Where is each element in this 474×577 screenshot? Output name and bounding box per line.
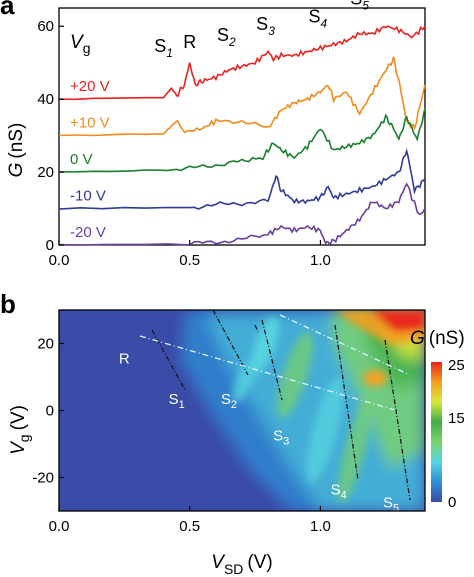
panel-b-label: b: [0, 289, 16, 319]
colorbar-bar: [431, 362, 442, 502]
region-label-1: S1: [169, 391, 185, 411]
a-xtick-label-2: 1.0: [310, 252, 331, 269]
legend-entry-0: +20 V: [70, 78, 110, 95]
legend-entry-4: -20 V: [70, 224, 106, 241]
b-ytick-label-0: 20: [37, 336, 54, 353]
heatmap-features: [232, 310, 425, 504]
peak-label-2: S2: [217, 25, 236, 49]
heatmap-guide-lines: [139, 310, 411, 501]
panel-b-xlabel-sub: SD: [224, 561, 243, 577]
a-ytick-label-1: 20: [37, 164, 54, 181]
region-label-0: R: [119, 351, 130, 368]
peak-label-0: S1: [154, 36, 173, 60]
panel-a-label: a: [0, 0, 15, 20]
a-ytick-label-0: 0: [46, 237, 54, 254]
b-ytick-label-2: -20: [32, 470, 54, 487]
series-line-0: [58, 25, 426, 101]
panel-b-ylabel-unit: (V): [8, 405, 29, 430]
panel-a-frame: [58, 7, 426, 246]
legend-title: Vg: [70, 32, 90, 56]
b-xtick-label-2: 1.0: [310, 518, 331, 535]
peak-label-4: S4: [308, 7, 327, 31]
panel-a-ticks: 0 20 40 60 0.0 0.5 1.0: [37, 18, 331, 269]
legend-entry-1: +10 V: [70, 115, 110, 132]
legend-entry-3: -10 V: [70, 188, 106, 205]
a-ytick-label-2: 40: [37, 91, 54, 108]
panel-a-ylabel-main: G: [6, 163, 27, 178]
colorbar-ticks: 25 15 0: [448, 357, 465, 511]
peak-label-3: S3: [256, 14, 275, 38]
panel-b-xlabel: VSD (V): [211, 552, 272, 577]
legend-title-main: V: [70, 32, 85, 53]
region-label-4: S4: [331, 481, 347, 501]
peak-label-5: S5: [350, 0, 369, 12]
colorbar-tick-label-2: 0: [448, 494, 456, 511]
region-label-5: S5: [383, 495, 399, 515]
series-line-2: [58, 107, 426, 173]
panel-a-ylabel: G (nS): [6, 123, 27, 178]
series-line-3: [58, 148, 426, 210]
colorbar-tick-label-1: 15: [448, 410, 465, 427]
panel-b-ylabel: Vg (V): [8, 405, 32, 455]
colorbar-title-unit: (nS): [429, 328, 465, 349]
panel-b-xlabel-unit: (V): [247, 552, 272, 573]
series-line-1: [58, 56, 426, 137]
a-xtick-label-0: 0.0: [49, 252, 70, 269]
panel-b-ticks: 20 0 -20 0.0 0.5 1.0: [32, 336, 331, 536]
colorbar: G (nS) 25 15 0: [410, 328, 465, 511]
panel-b-ylabel-sub: g: [16, 434, 32, 442]
region-label-3: S3: [273, 428, 289, 448]
b-xtick-label-1: 0.5: [179, 518, 200, 535]
panel-b-ylabel-main: V: [8, 440, 29, 455]
colorbar-title: G (nS): [410, 328, 465, 349]
b-ytick-label-1: 0: [46, 403, 54, 420]
heatmap: R S1 S2 S3 S4 S5: [59, 310, 425, 515]
peak-label-1: R: [183, 32, 196, 52]
panel-b-xlabel-main: V: [211, 552, 226, 573]
panel-a-series: [58, 25, 426, 246]
legend-title-sub: g: [83, 40, 91, 56]
colorbar-title-main: G: [410, 328, 425, 349]
panel-a-peak-labels: S1 R S2 S3 S4 S5: [154, 0, 369, 60]
colorbar-tick-label-0: 25: [448, 357, 465, 374]
panel-a-ylabel-unit: (nS): [6, 123, 27, 159]
panel-a: 0 20 40 60 0.0 0.5 1.0 S1 R S2 S3 S4 S5 Vg +20 V +10…: [6, 0, 426, 269]
heatmap-region-labels: R S1 S2 S3 S4 S5: [119, 351, 399, 515]
b-xtick-label-0: 0.0: [49, 518, 70, 535]
series-line-4: [58, 182, 426, 246]
panel-a-legend: Vg +20 V +10 V 0 V -10 V -20 V: [70, 32, 110, 241]
legend-entry-2: 0 V: [70, 151, 93, 168]
region-label-2: S2: [221, 391, 237, 411]
a-ytick-label-3: 60: [37, 18, 54, 35]
a-xtick-label-1: 0.5: [179, 252, 200, 269]
